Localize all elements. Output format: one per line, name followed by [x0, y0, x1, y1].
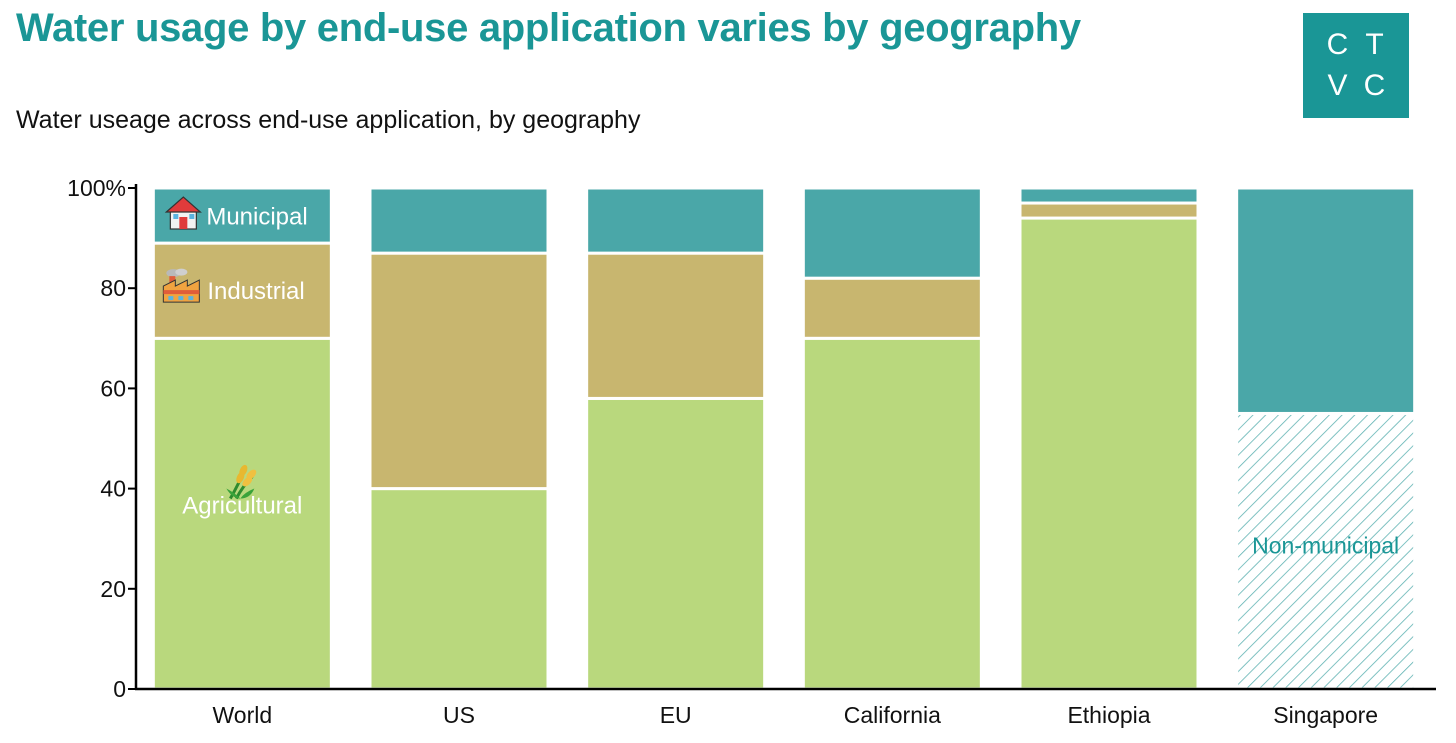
y-tick-label: 40: [100, 476, 126, 502]
annotation-label: Agricultural: [182, 493, 302, 520]
logo-letter: V: [1327, 68, 1348, 102]
annotations-layer: Municipal Industrial Agricultural Non-munic…: [162, 196, 1399, 559]
bar-segment-agricultural: [1018, 216, 1200, 691]
logo-letter: C: [1326, 28, 1349, 62]
bar-segment-municipal: [801, 186, 983, 280]
bar-segment-industrial: [585, 251, 767, 400]
bar-segment-agricultural: [368, 487, 550, 691]
bar-segment-non_municipal: [1235, 411, 1417, 691]
logo-letter: C: [1363, 68, 1386, 102]
bar-segment-industrial: [368, 251, 550, 491]
annotation-label: Non-municipal: [1252, 533, 1399, 559]
x-tick-label: US: [443, 702, 475, 728]
bar-segment-agricultural: [585, 396, 767, 691]
annotation-label: Municipal: [206, 204, 307, 231]
bar-segment-municipal: [368, 186, 550, 255]
y-tick-label: 60: [100, 375, 126, 401]
annotation-label: Industrial: [207, 278, 304, 305]
ctvc-logo: C T V C: [1303, 13, 1409, 118]
axes-layer: 0 20 40 60 80 100% World US EU California Ethiopia…: [67, 175, 1436, 728]
bar-segment-industrial: [1018, 201, 1200, 220]
x-tick-label: EU: [660, 702, 692, 728]
bar-segment-municipal: [1235, 186, 1417, 415]
x-tick-label: Ethiopia: [1067, 702, 1150, 728]
chart-title: Water usage by end-use application varie…: [16, 6, 1081, 50]
bar-segment-municipal: [585, 186, 767, 255]
x-tick-label: World: [213, 702, 273, 728]
bars-layer: [151, 186, 1417, 691]
y-tick-label: 80: [100, 275, 126, 301]
chart-subtitle: Water useage across end-use application,…: [16, 106, 641, 134]
bar-segment-agricultural: [151, 336, 333, 691]
x-tick-label: California: [844, 702, 941, 728]
logo-letter: T: [1365, 28, 1384, 62]
bar-segment-agricultural: [801, 336, 983, 691]
bar-segment-industrial: [801, 276, 983, 340]
y-tick-label: 100%: [67, 175, 126, 201]
y-tick-label: 0: [113, 676, 126, 702]
y-tick-label: 20: [100, 576, 126, 602]
bar-segment-municipal: [1018, 186, 1200, 205]
x-tick-label: Singapore: [1273, 702, 1378, 728]
